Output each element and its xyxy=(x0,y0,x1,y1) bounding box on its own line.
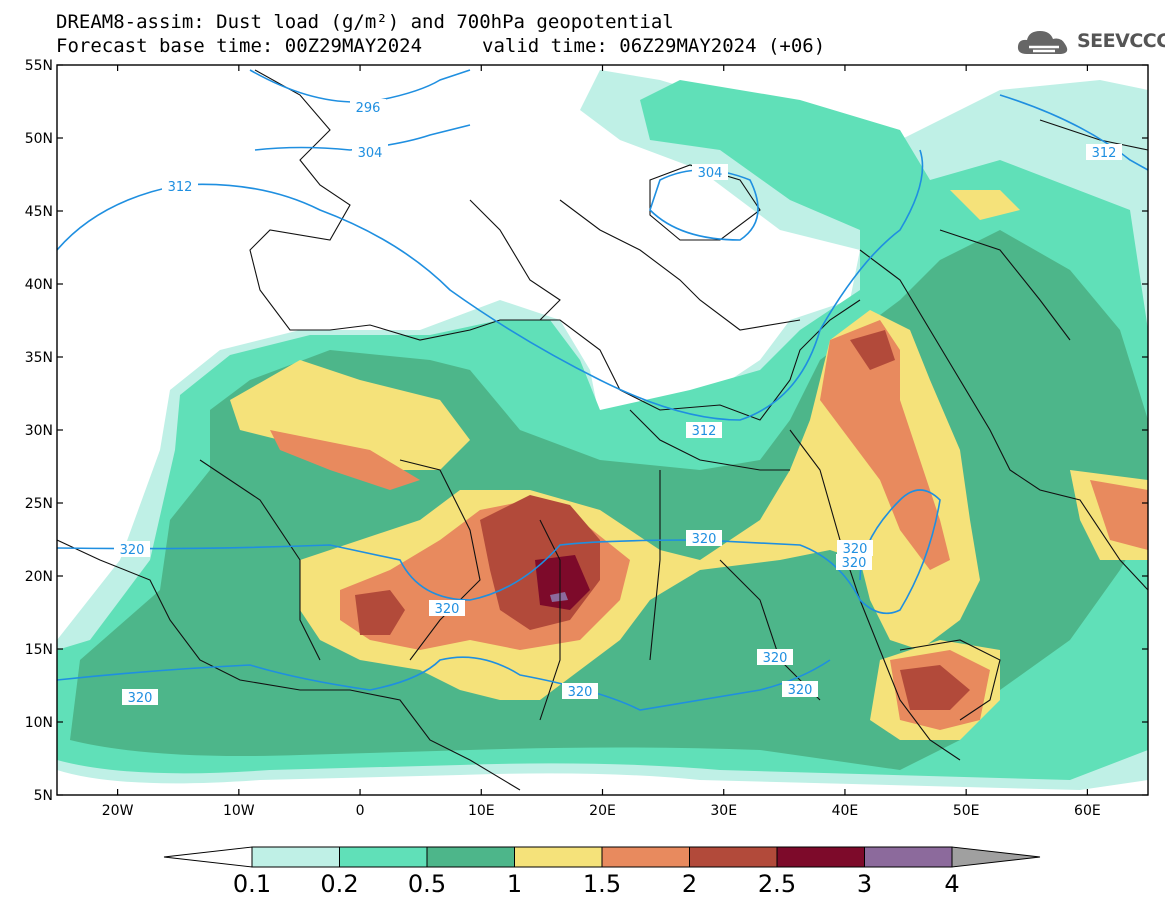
contour-label-bg xyxy=(837,540,873,556)
contour-label: 312 xyxy=(1092,146,1117,161)
dust-band-2c xyxy=(850,330,895,370)
lon-label: 20E xyxy=(589,803,616,819)
contour-label-bg xyxy=(562,683,598,699)
contour-label-bg xyxy=(162,178,198,194)
colorbar-level-label: 3 xyxy=(856,870,873,898)
contour-label: 304 xyxy=(698,166,723,181)
dust-band-2d xyxy=(900,665,970,710)
contour-label-bg xyxy=(122,689,158,705)
dust-band-1.5c xyxy=(820,320,950,570)
dust-field xyxy=(57,65,1148,795)
contour-label-bg xyxy=(782,681,818,697)
colorbar-segment xyxy=(776,846,865,868)
dust-band-1e xyxy=(950,190,1020,220)
colorbar-segment xyxy=(864,846,953,868)
colorbar-segment xyxy=(514,846,603,868)
contour-label: 320 xyxy=(568,685,593,700)
contour-label-bg xyxy=(836,554,872,570)
colorbar-segment xyxy=(339,846,428,868)
contour-label-bg xyxy=(692,164,728,180)
lat-label: 30N xyxy=(25,423,53,439)
colorbar-level-label: 0.5 xyxy=(407,870,447,898)
contour-label: 320 xyxy=(128,691,153,706)
contour-label-bg xyxy=(350,99,386,115)
contour-label-bg xyxy=(1086,144,1122,160)
colorbar-segment xyxy=(601,846,690,868)
colorbar-level-label: 1.5 xyxy=(582,870,622,898)
lon-label: 10E xyxy=(468,803,495,819)
contour-label: 312 xyxy=(168,180,193,195)
dust-band-3 xyxy=(550,592,568,602)
lat-label: 50N xyxy=(25,131,53,147)
lat-label: 5N xyxy=(34,788,53,804)
seevccc-logo: SEEVCCC xyxy=(1015,26,1165,60)
colorbar xyxy=(163,846,1041,868)
base-time: Forecast base time: 00Z29MAY2024 xyxy=(56,35,423,57)
colorbar-segment xyxy=(251,846,340,868)
dust-band-1.5b xyxy=(270,430,420,490)
lat-label: 15N xyxy=(25,642,53,658)
chart-title: DREAM8-assim: Dust load (g/m²) and 700hP… xyxy=(56,11,674,33)
latitude-axis: 55N 50N 45N 40N 35N 30N 25N 20N 15N 10N 5N xyxy=(25,58,1148,804)
lon-label: 20W xyxy=(102,803,134,819)
contour-label-bg xyxy=(429,600,465,616)
contour-label: 320 xyxy=(843,542,868,557)
contour-label: 320 xyxy=(842,556,867,571)
colorbar-segment xyxy=(426,846,515,868)
lon-label: 50E xyxy=(953,803,980,819)
colorbar-under-arrow xyxy=(163,846,253,868)
contour-label: 320 xyxy=(692,532,717,547)
lat-label: 20N xyxy=(25,569,53,585)
lat-label: 35N xyxy=(25,350,53,366)
colorbar-level-label: 2 xyxy=(681,870,698,898)
dust-band-2.5 xyxy=(535,555,590,610)
contour-label-bg xyxy=(686,530,722,546)
chart-subtitle: Forecast base time: 00Z29MAY2024 valid ti… xyxy=(56,35,825,57)
contour-label: 320 xyxy=(120,543,145,558)
lon-label: 30E xyxy=(710,803,737,819)
colorbar-level-label: 1 xyxy=(506,870,523,898)
longitude-axis: 20W 10W 0 10E 20E 30E 40E 50E 60E xyxy=(102,65,1101,819)
contour-label-bg xyxy=(757,649,793,665)
contour-label: 304 xyxy=(358,146,383,161)
lon-label: 0 xyxy=(356,803,365,819)
lat-label: 40N xyxy=(25,277,53,293)
colorbar-level-label: 0.2 xyxy=(320,870,359,898)
lon-label: 60E xyxy=(1074,803,1101,819)
coastlines xyxy=(57,69,1148,791)
contour-label: 320 xyxy=(763,651,788,666)
colorbar-level-label: 0.1 xyxy=(232,870,272,898)
contour-label: 312 xyxy=(692,424,717,439)
colorbar-level-label: 4 xyxy=(944,870,960,898)
colorbar-over-arrow xyxy=(951,846,1041,868)
contour-label: 296 xyxy=(356,101,381,116)
contour-label: 320 xyxy=(788,683,813,698)
dust-band-1.5e xyxy=(1090,480,1148,550)
lat-label: 45N xyxy=(25,204,53,220)
dust-band-1 xyxy=(230,360,470,470)
lat-label: 25N xyxy=(25,496,53,512)
contour-label-bg xyxy=(352,144,388,160)
logo-text: SEEVCCC xyxy=(1077,30,1165,52)
colorbar-level-label: 2.5 xyxy=(757,870,797,898)
dust-band-2b xyxy=(355,590,405,635)
colorbar-segment xyxy=(689,846,778,868)
cloud-logo-icon xyxy=(1017,31,1068,54)
contour-label-bg xyxy=(114,541,150,557)
lon-label: 40E xyxy=(832,803,859,819)
contour-label: 320 xyxy=(435,602,460,617)
lat-label: 10N xyxy=(25,715,53,731)
contour-labels: 2963043043123123123203203203203203203203… xyxy=(114,99,1122,706)
contour-label-bg xyxy=(686,422,722,438)
lat-label: 55N xyxy=(25,58,53,74)
valid-time: valid time: 06Z29MAY2024 (+06) xyxy=(482,35,826,57)
lon-label: 10W xyxy=(223,803,255,819)
